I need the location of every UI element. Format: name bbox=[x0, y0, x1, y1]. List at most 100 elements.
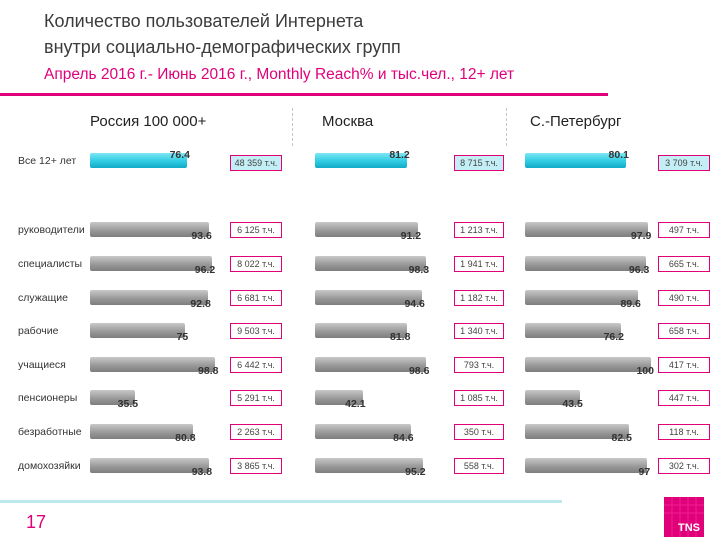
data-label: 92.8 bbox=[190, 298, 211, 310]
category-label: специалисты bbox=[18, 258, 83, 270]
tns-logo: TNS bbox=[664, 497, 704, 537]
count-box: 3 865 т.ч. bbox=[230, 458, 282, 474]
bar bbox=[315, 357, 427, 372]
data-label: 96.2 bbox=[194, 264, 216, 276]
count-box: 658 т.ч. bbox=[658, 323, 710, 339]
count-box: 8 022 т.ч. bbox=[230, 256, 282, 272]
count-box: 350 т.ч. bbox=[454, 424, 504, 440]
count-box: 490 т.ч. bbox=[658, 290, 710, 306]
count-box: 1 340 т.ч. bbox=[454, 323, 504, 339]
count-box: 1 941 т.ч. bbox=[454, 256, 504, 272]
data-label: 35.5 bbox=[117, 398, 139, 410]
bar bbox=[525, 424, 629, 439]
bar bbox=[525, 153, 626, 168]
title-line-1: Количество пользователей Интернета bbox=[44, 11, 364, 31]
data-label: 97 bbox=[638, 466, 651, 478]
bar bbox=[315, 424, 411, 439]
bar bbox=[525, 458, 648, 473]
category-label: безработные bbox=[18, 426, 82, 438]
bar bbox=[90, 290, 208, 305]
data-label: 91.2 bbox=[400, 230, 422, 242]
column-header-russia: Россия 100 000+ bbox=[90, 113, 207, 130]
column-separator-1 bbox=[292, 108, 293, 146]
count-box: 3 709 т.ч. bbox=[658, 155, 710, 171]
data-label: 98.8 bbox=[198, 365, 219, 377]
count-box: 447 т.ч. bbox=[658, 390, 710, 406]
count-box: 497 т.ч. bbox=[658, 222, 710, 238]
category-label: руководители bbox=[18, 224, 85, 236]
count-box: 1 213 т.ч. bbox=[454, 222, 504, 238]
category-label: пенсионеры bbox=[18, 392, 78, 404]
bar bbox=[315, 290, 422, 305]
subtitle: Апрель 2016 г.- Июнь 2016 г., Monthly Re… bbox=[44, 66, 515, 83]
page-number: 17 bbox=[26, 512, 47, 532]
bottom-divider bbox=[0, 500, 562, 503]
data-label: 75 bbox=[176, 331, 189, 343]
data-label: 98.3 bbox=[408, 264, 430, 276]
data-label: 96.3 bbox=[628, 264, 650, 276]
data-label: 43.5 bbox=[562, 398, 583, 410]
category-label: рабочие bbox=[18, 325, 59, 337]
data-label: 98.6 bbox=[408, 365, 430, 377]
bar bbox=[315, 153, 407, 168]
bar bbox=[525, 390, 580, 405]
bar bbox=[315, 222, 419, 237]
count-box: 6 442 т.ч. bbox=[230, 357, 282, 373]
bar bbox=[90, 424, 193, 439]
count-box: 118 т.ч. bbox=[658, 424, 710, 440]
bar bbox=[315, 256, 427, 271]
bar bbox=[525, 323, 621, 338]
count-box: 558 т.ч. bbox=[454, 458, 504, 474]
data-label: 81.2 bbox=[389, 149, 410, 161]
data-label: 93.6 bbox=[191, 230, 212, 242]
data-label: 93.8 bbox=[191, 466, 213, 478]
bar bbox=[90, 153, 188, 168]
logo-pattern-icon bbox=[664, 497, 704, 537]
column-separator-2 bbox=[506, 108, 507, 146]
data-label: 42.1 bbox=[345, 398, 366, 410]
count-box: 8 715 т.ч. bbox=[454, 155, 504, 171]
bar bbox=[90, 357, 216, 372]
category-label: Все 12+ лет bbox=[18, 155, 77, 167]
bar bbox=[315, 458, 423, 473]
top-divider bbox=[0, 93, 608, 96]
bar bbox=[90, 323, 186, 338]
bar bbox=[90, 390, 136, 405]
data-label: 84.6 bbox=[393, 432, 414, 444]
count-box: 302 т.ч. bbox=[658, 458, 710, 474]
bar bbox=[315, 390, 363, 405]
category-label: служащие bbox=[18, 292, 68, 304]
bar bbox=[90, 256, 213, 271]
count-box: 665 т.ч. bbox=[658, 256, 710, 272]
count-box: 417 т.ч. bbox=[658, 357, 710, 373]
title-line-2: внутри социально-демографических групп bbox=[44, 37, 401, 57]
category-label: домохозяйки bbox=[18, 460, 81, 472]
data-label: 94.6 bbox=[404, 298, 425, 310]
column-header-moscow: Москва bbox=[322, 113, 374, 130]
bar bbox=[525, 290, 638, 305]
count-box: 793 т.ч. bbox=[454, 357, 504, 373]
count-box: 48 359 т.ч. bbox=[230, 155, 282, 171]
data-label: 76.4 bbox=[169, 149, 191, 161]
count-box: 1 085 т.ч. bbox=[454, 390, 504, 406]
count-box: 5 291 т.ч. bbox=[230, 390, 282, 406]
data-label: 81.8 bbox=[389, 331, 411, 343]
column-header-spb: С.-Петербург bbox=[530, 113, 622, 130]
category-label: учащиеся bbox=[18, 359, 66, 371]
logo-text: TNS bbox=[678, 522, 700, 534]
count-box: 6 125 т.ч. bbox=[230, 222, 282, 238]
bar bbox=[90, 458, 210, 473]
data-label: 80.1 bbox=[608, 149, 629, 161]
count-box: 1 182 т.ч. bbox=[454, 290, 504, 306]
data-label: 82.5 bbox=[611, 432, 632, 444]
data-label: 76.2 bbox=[603, 331, 624, 343]
bar bbox=[525, 222, 649, 237]
count-box: 6 681 т.ч. bbox=[230, 290, 282, 306]
data-label: 95.2 bbox=[405, 466, 426, 478]
bar bbox=[525, 357, 651, 372]
count-box: 9 503 т.ч. bbox=[230, 323, 282, 339]
data-label: 100 bbox=[636, 365, 654, 377]
data-label: 97.9 bbox=[630, 230, 652, 242]
bar bbox=[525, 256, 647, 271]
bar bbox=[90, 222, 209, 237]
